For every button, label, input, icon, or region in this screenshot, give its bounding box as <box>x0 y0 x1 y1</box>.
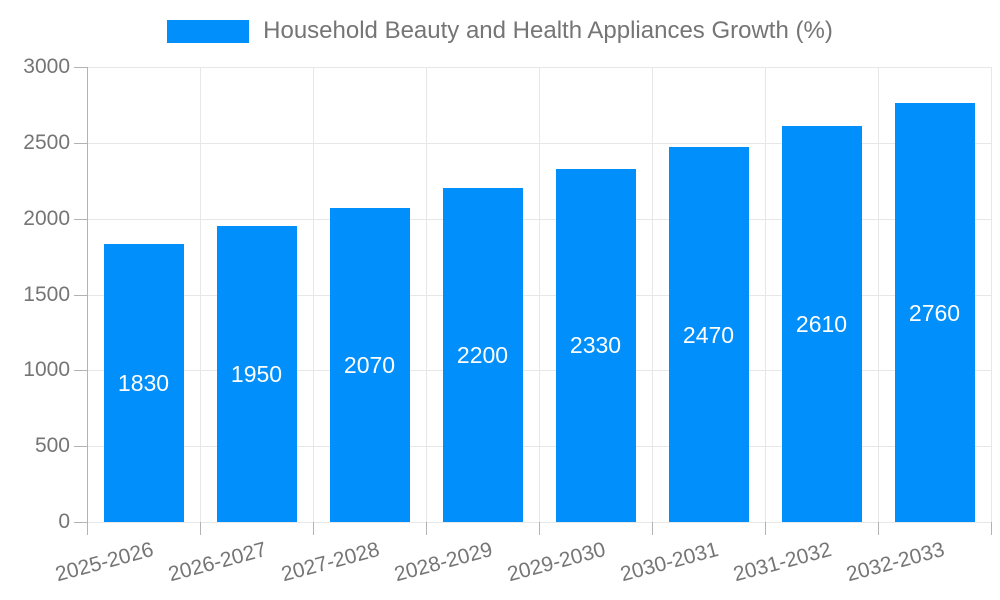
x-tick-mark <box>652 522 653 535</box>
v-gridline <box>878 67 879 522</box>
y-axis-tick-label: 2500 <box>23 130 70 154</box>
bar-2029-2030[interactable] <box>555 168 636 522</box>
bar-value-label: 2610 <box>795 311 848 338</box>
x-tick-mark <box>765 522 766 535</box>
x-tick-mark <box>539 522 540 535</box>
bar-value-label: 2330 <box>569 332 622 359</box>
bar-2028-2029[interactable] <box>442 188 523 522</box>
bar-value-label: 2760 <box>908 299 961 326</box>
legend-color-swatch <box>167 19 250 43</box>
y-tick-mark <box>74 522 87 523</box>
v-gridline <box>313 67 314 522</box>
x-tick-mark <box>878 522 879 535</box>
x-tick-mark <box>991 522 992 535</box>
bar-2031-2032[interactable] <box>781 126 862 522</box>
y-axis-tick-label: 0 <box>58 510 70 533</box>
y-axis-tick-label: 1500 <box>23 282 70 306</box>
bar-2026-2027[interactable] <box>216 226 297 522</box>
y-tick-mark <box>74 294 87 296</box>
x-tick-mark <box>426 522 427 535</box>
y-axis-tick-label: 3000 <box>23 55 70 78</box>
y-tick-mark <box>74 446 87 448</box>
v-gridline <box>765 67 766 522</box>
y-axis-tick-label: 500 <box>34 434 70 458</box>
y-axis-tick-label: 2000 <box>23 206 70 230</box>
bar-2032-2033[interactable] <box>894 103 975 522</box>
y-axis-tick-label: 1000 <box>23 358 70 382</box>
y-tick-mark <box>74 370 87 372</box>
bar-value-label: 2470 <box>682 321 735 348</box>
plot-area: 0 500 1000 1500 2000 2500 3000 1830 2025-2026 195… <box>23 55 992 586</box>
y-tick-mark <box>74 218 87 220</box>
bar-2025-2026[interactable] <box>103 244 184 522</box>
v-gridline <box>539 67 540 522</box>
bar-2027-2028[interactable] <box>329 208 410 522</box>
legend-series-label: Household Beauty and Health Appliances G… <box>263 17 833 44</box>
v-gridline <box>200 67 201 522</box>
v-gridline <box>652 67 653 522</box>
bar-value-label: 2070 <box>343 352 396 379</box>
x-tick-mark <box>200 522 201 535</box>
chart-legend: Household Beauty and Health Appliances G… <box>0 17 1000 45</box>
v-gridline <box>991 67 992 522</box>
bar-value-label: 2200 <box>456 342 509 369</box>
bar-2030-2031[interactable] <box>668 147 749 522</box>
y-tick-mark <box>74 67 87 68</box>
v-gridline <box>426 67 427 522</box>
x-tick-mark <box>313 522 314 535</box>
bar-value-label: 1950 <box>230 361 283 388</box>
legend-item-growth[interactable]: Household Beauty and Health Appliances G… <box>167 17 833 45</box>
y-axis-line <box>87 67 88 535</box>
y-tick-mark <box>74 142 87 144</box>
bar-value-label: 1830 <box>117 370 170 397</box>
